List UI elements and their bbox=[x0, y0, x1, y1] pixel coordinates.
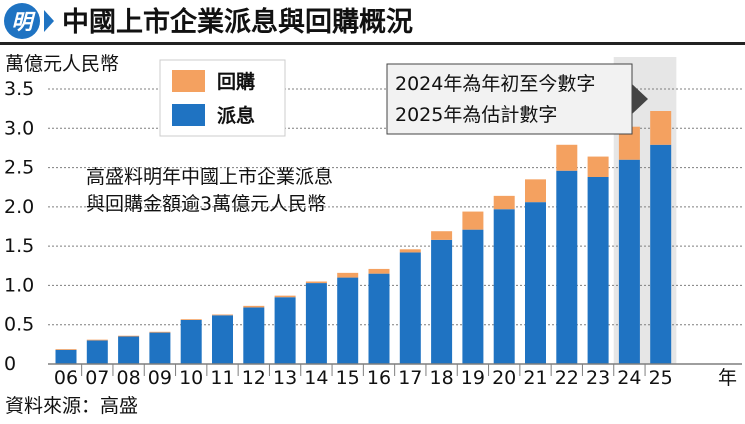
y-tick-label: 3.5 bbox=[4, 78, 34, 100]
bar-dividend bbox=[368, 273, 390, 364]
bar-buyback bbox=[86, 339, 108, 341]
x-tick-label: 22 bbox=[555, 367, 579, 389]
callout-box bbox=[386, 63, 633, 135]
bar-buyback bbox=[118, 335, 140, 337]
callout-line-1: 2024年為年初至今數字 bbox=[395, 73, 595, 95]
legend-label-buyback: 回購 bbox=[217, 70, 255, 93]
x-tick-label: 24 bbox=[617, 367, 641, 389]
x-tick-label: 25 bbox=[649, 367, 673, 389]
x-unit-label: 年 bbox=[718, 367, 737, 389]
bar-dividend bbox=[212, 315, 233, 364]
bar-buyback bbox=[149, 331, 171, 333]
bar-buyback bbox=[525, 179, 546, 203]
bar-dividend bbox=[243, 307, 265, 364]
bar-dividend bbox=[431, 239, 453, 364]
x-tick-labels: 06 07 08 09 10 11 12 13 14 15 16 17 18 19 20 21 22 23 24 25 bbox=[54, 364, 673, 389]
x-tick-label: 16 bbox=[367, 367, 391, 389]
x-tick-label: 08 bbox=[117, 367, 141, 389]
callout-line-2: 2025年為估計數字 bbox=[395, 104, 557, 126]
bar-buyback bbox=[556, 144, 578, 171]
logo-glyph: 明 bbox=[12, 10, 37, 34]
legend: 回購 派息 bbox=[159, 59, 286, 137]
source-note: 資料來源：高盛 bbox=[5, 395, 138, 417]
bar-dividend bbox=[525, 202, 546, 364]
bar-dividend bbox=[493, 209, 515, 364]
bar-dividend bbox=[462, 229, 484, 364]
y-tick-label: 0.5 bbox=[4, 314, 34, 336]
bar-dividend bbox=[556, 170, 578, 364]
x-tick-label: 09 bbox=[148, 367, 172, 389]
bar-dividend bbox=[587, 177, 609, 364]
callout: 2024年為年初至今數字 2025年為估計數字 bbox=[386, 63, 648, 135]
x-tick-label: 13 bbox=[273, 367, 297, 389]
bar-dividend bbox=[180, 320, 202, 364]
x-tick-label: 14 bbox=[304, 367, 328, 389]
title-rule bbox=[0, 42, 745, 45]
bar-dividend bbox=[399, 252, 421, 364]
bar-buyback bbox=[462, 211, 484, 230]
chart-title: 中國上市企業派息與回購概況 bbox=[62, 6, 413, 38]
bar-buyback bbox=[274, 295, 296, 298]
y-tick-label: 2.0 bbox=[4, 196, 34, 218]
bar-dividend bbox=[618, 159, 640, 364]
legend-swatch-dividend bbox=[172, 104, 205, 126]
bar-dividend bbox=[650, 144, 672, 364]
bar-dividend bbox=[55, 349, 77, 364]
bar-buyback bbox=[587, 156, 609, 177]
bar-dividend bbox=[274, 297, 296, 364]
bar-buyback bbox=[493, 195, 515, 210]
x-tick-label: 18 bbox=[430, 367, 454, 389]
x-tick-label: 20 bbox=[492, 367, 516, 389]
x-tick-label: 21 bbox=[523, 367, 547, 389]
bar-buyback bbox=[243, 305, 265, 308]
y-unit-label: 萬億元人民幣 bbox=[5, 53, 119, 75]
bar-buyback bbox=[55, 349, 77, 350]
bar-dividend bbox=[305, 283, 327, 364]
bar-buyback bbox=[650, 111, 672, 145]
bar-buyback bbox=[431, 231, 453, 240]
y-tick-labels: 0 0.5 1.0 1.5 2.0 2.5 3.0 3.5 bbox=[4, 78, 34, 375]
bar-dividend bbox=[118, 336, 140, 364]
x-tick-label: 17 bbox=[398, 367, 422, 389]
x-tick-label: 10 bbox=[179, 367, 203, 389]
bar-buyback bbox=[618, 126, 640, 160]
bar-buyback bbox=[337, 272, 359, 278]
title-arrow-icon bbox=[44, 10, 54, 32]
bar-buyback bbox=[368, 268, 390, 274]
annotation-line-1: 高盛料明年中國上市企業派息 bbox=[86, 166, 333, 188]
annotation-line-2: 與回購金額逾3萬億元人民幣 bbox=[86, 193, 326, 215]
bars bbox=[55, 111, 672, 364]
y-tick-label: 0 bbox=[4, 353, 16, 375]
x-tick-label: 23 bbox=[586, 367, 610, 389]
x-tick-label: 12 bbox=[242, 367, 266, 389]
legend-label-dividend: 派息 bbox=[217, 104, 255, 127]
x-tick-label: 15 bbox=[336, 367, 360, 389]
y-tick-label: 1.5 bbox=[4, 235, 34, 257]
x-tick-label: 19 bbox=[461, 367, 485, 389]
legend-swatch-buyback bbox=[172, 70, 205, 92]
callout-pointer-icon bbox=[632, 84, 648, 114]
y-tick-label: 1.0 bbox=[4, 274, 34, 296]
bar-buyback bbox=[212, 314, 233, 316]
x-tick-label: 06 bbox=[54, 367, 78, 389]
x-tick-label: 07 bbox=[85, 367, 109, 389]
bar-dividend bbox=[149, 332, 171, 364]
bar-buyback bbox=[305, 281, 327, 284]
bar-buyback bbox=[180, 319, 202, 320]
logo-badge bbox=[4, 3, 40, 39]
bar-dividend bbox=[86, 340, 108, 364]
y-tick-label: 3.0 bbox=[4, 117, 34, 139]
x-tick-label: 11 bbox=[210, 367, 234, 389]
bar-buyback bbox=[399, 249, 421, 253]
y-tick-label: 2.5 bbox=[4, 157, 34, 179]
bar-dividend bbox=[337, 277, 359, 364]
